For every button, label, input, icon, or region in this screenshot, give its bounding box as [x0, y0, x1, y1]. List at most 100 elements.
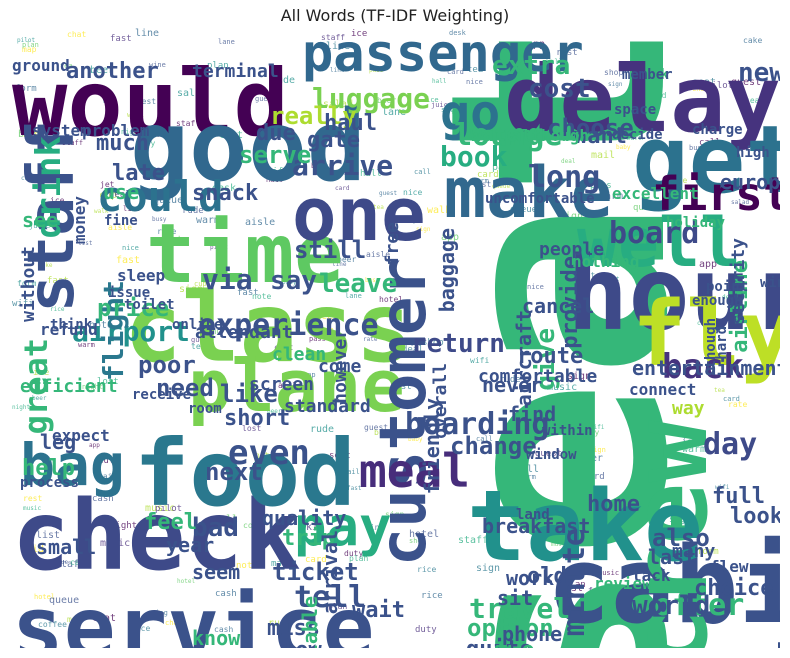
cloud-word-full: full [712, 484, 765, 509]
filler-word: cup [194, 280, 207, 288]
cloud-word-overall: overall [430, 363, 451, 439]
word-cloud: nice beer list app salad baby mail guest chat nic… [12, 28, 780, 648]
filler-word: music [145, 503, 176, 514]
cloud-word-although: although [512, 126, 590, 145]
cloud-word-arrive: arrive [292, 149, 394, 182]
cloud-word-member: member [622, 67, 673, 83]
filler-word: line [332, 261, 347, 268]
filler-word: chat [165, 619, 182, 627]
filler-word: card [477, 170, 499, 180]
filler-word: nice [466, 78, 483, 86]
filler-word: fast [588, 586, 608, 595]
filler-word: ice [682, 437, 697, 446]
filler-word: rate [495, 109, 512, 117]
cloud-word-take: take [467, 470, 704, 584]
cloud-word-without: without [18, 246, 39, 322]
filler-word: fast [237, 288, 259, 298]
cloud-word-option: option [467, 614, 554, 642]
filler-word: cake [480, 115, 505, 126]
cloud-word-space: space [614, 102, 657, 118]
filler-word: mail [271, 559, 293, 569]
filler-word: warm [78, 341, 95, 349]
filler-word: music [598, 569, 620, 577]
filler-word: call [699, 138, 721, 148]
cloud-word-high: high [736, 145, 770, 161]
filler-word: ice [315, 311, 334, 322]
filler-word: desk [449, 29, 466, 37]
cloud-word-would: would [12, 50, 289, 157]
cloud-word-standard: standard [284, 396, 371, 417]
filler-word: duty [344, 549, 364, 558]
filler-word: nice [122, 244, 139, 252]
cloud-word-experience: experience [198, 308, 379, 343]
filler-word: kid [26, 544, 45, 555]
filler-word: cash [215, 589, 237, 599]
cloud-word-online: online [172, 317, 223, 333]
filler-word: queue [510, 205, 538, 215]
cloud-word-board: board [609, 216, 700, 251]
filler-word: pilot [155, 504, 183, 514]
filler-word: deal [402, 345, 424, 355]
cloud-word-also: also [652, 524, 710, 552]
filler-word: map [22, 45, 37, 54]
filler-word: salad [323, 99, 354, 110]
filler-word: aisle [278, 381, 303, 390]
cloud-word-bad: bad [192, 513, 239, 543]
cloud-word-want: want [574, 124, 627, 149]
cloud-word-ticket: ticket [272, 558, 359, 586]
cloud-word-window: window [526, 447, 577, 463]
filler-word: rice [417, 565, 437, 574]
filler-word: baby [616, 144, 631, 151]
filler-word: baby [18, 129, 43, 140]
cloud-word-extra: extra [492, 51, 571, 81]
cloud-word-look: look [730, 504, 780, 529]
filler-word: rice [668, 176, 688, 185]
filler-word: queue [49, 595, 80, 606]
filler-word: fast [47, 276, 69, 286]
cloud-word-first: first [652, 167, 780, 221]
filler-word: form [697, 547, 719, 557]
cloud-word-serve: serve [239, 141, 312, 169]
filler-word: staff [176, 119, 201, 128]
cloud-word-cost: cost [528, 74, 591, 104]
cloud-word-decide: decide [612, 127, 663, 143]
filler-word: warm [599, 191, 624, 202]
filler-word: wing [151, 609, 168, 617]
cloud-word-land: land [516, 507, 550, 523]
filler-word: line [330, 67, 345, 74]
filler-word: menu [202, 327, 222, 336]
filler-word: duty [415, 625, 437, 635]
filler-word: sign [476, 563, 501, 574]
filler-word: chat [692, 85, 709, 93]
filler-word: sign [559, 211, 584, 222]
cloud-word-europe: europe [720, 170, 780, 194]
filler-word: rest [576, 508, 598, 518]
cloud-word-excellent: excellent [612, 184, 699, 203]
filler-word: shop [422, 338, 444, 348]
filler-word: app [441, 232, 460, 243]
filler-word: hall [266, 176, 283, 184]
cloud-word-cabin: cabin [547, 524, 780, 647]
filler-word: form [603, 589, 620, 597]
filler-word: cold [243, 521, 263, 530]
cloud-word-say: say [270, 266, 317, 296]
cloud-word-class: class [124, 272, 413, 384]
cloud-word-clean: clean [272, 344, 327, 365]
cloud-word-charge: charge [692, 122, 743, 138]
cloud-word-short: short [224, 406, 291, 431]
filler-word: mail [98, 472, 118, 481]
filler-word: night [121, 128, 143, 136]
filler-word: wifi [127, 111, 144, 119]
filler-word: rest [556, 48, 578, 58]
filler-word: list [78, 240, 93, 247]
filler-word: bus [689, 144, 702, 152]
cloud-word-meal: meal [359, 444, 470, 498]
filler-word: busy [374, 428, 394, 437]
filler-word: sign [608, 81, 623, 88]
cloud-word-entertainment: entertainment [632, 356, 780, 380]
filler-word: cake [70, 558, 90, 567]
cloud-word-route: route [517, 344, 584, 369]
filler-word: guest [731, 77, 762, 88]
cloud-word-efficient: efficient [20, 376, 118, 397]
filler-word: pass [369, 67, 384, 74]
